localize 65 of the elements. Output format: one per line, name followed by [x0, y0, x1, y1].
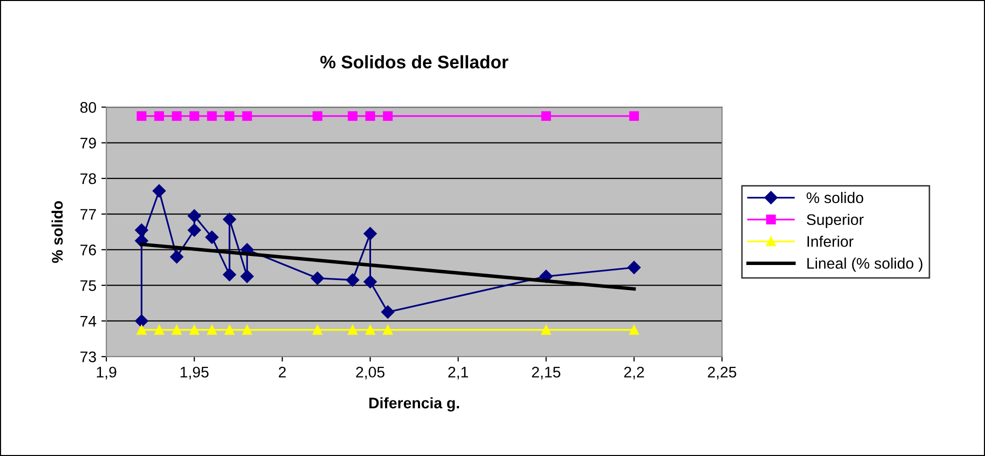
- x-tick-label: 2,2: [624, 366, 644, 380]
- point: [627, 260, 641, 274]
- x-tick-label: 2,25: [708, 366, 736, 380]
- legend-label: Lineal (% solido ): [807, 258, 922, 272]
- x-tick-label: 2,15: [532, 366, 560, 380]
- point: [224, 325, 234, 335]
- y-tick-label: 79: [80, 138, 96, 148]
- point: [364, 227, 377, 240]
- point: [152, 184, 166, 198]
- point: [365, 111, 376, 121]
- point: [205, 230, 219, 244]
- point: [541, 111, 551, 121]
- point: [240, 270, 254, 284]
- point: [207, 325, 217, 335]
- y-tick-label: 74: [80, 316, 96, 326]
- point: [312, 111, 322, 121]
- point: [172, 111, 182, 121]
- point: [224, 111, 234, 121]
- point: [188, 209, 201, 222]
- point: [381, 305, 394, 319]
- point: [154, 325, 164, 335]
- y-tick-label: 78: [80, 173, 96, 184]
- point: [348, 325, 358, 335]
- point: [188, 224, 201, 237]
- point: [134, 224, 148, 237]
- point: [222, 212, 236, 226]
- point: [242, 325, 252, 335]
- point: [629, 111, 639, 121]
- x-tick-label: 1,95: [180, 366, 209, 380]
- point: [310, 272, 324, 285]
- y-tick-label: 80: [80, 102, 96, 113]
- point: [136, 111, 146, 121]
- point: [629, 325, 639, 335]
- point: [207, 111, 217, 121]
- point: [541, 325, 551, 335]
- point: [346, 273, 360, 287]
- y-tick-label: 73: [80, 351, 96, 362]
- point: [382, 111, 393, 121]
- legend-label: Superior: [806, 214, 864, 228]
- point: [222, 268, 236, 282]
- x-tick-label: 1,9: [96, 366, 116, 380]
- point: [365, 325, 376, 335]
- y-tick-label: 75: [80, 280, 96, 292]
- y-axis-title: % solido: [52, 201, 63, 263]
- legend-label: Inferior: [808, 236, 854, 247]
- x-tick-label: 2: [278, 366, 286, 378]
- x-tick-label: 2,05: [356, 366, 384, 380]
- y-tick-label: 77: [80, 209, 96, 220]
- point: [382, 325, 393, 335]
- point: [189, 111, 200, 121]
- point: [170, 250, 184, 264]
- point: [154, 111, 164, 121]
- x-tick-label: 2,1: [448, 366, 468, 380]
- point: [242, 111, 252, 121]
- y-tick-label: 76: [80, 244, 96, 256]
- point: [136, 325, 146, 335]
- point: [312, 325, 322, 335]
- point: [364, 275, 377, 288]
- point: [348, 111, 358, 121]
- point: [134, 314, 148, 328]
- chart-title: % Solidos de Sellador: [320, 55, 508, 68]
- point: [189, 325, 200, 335]
- x-axis-title: Diferencia g.: [369, 397, 459, 412]
- point: [172, 325, 182, 335]
- legend-label: % solido: [806, 192, 864, 204]
